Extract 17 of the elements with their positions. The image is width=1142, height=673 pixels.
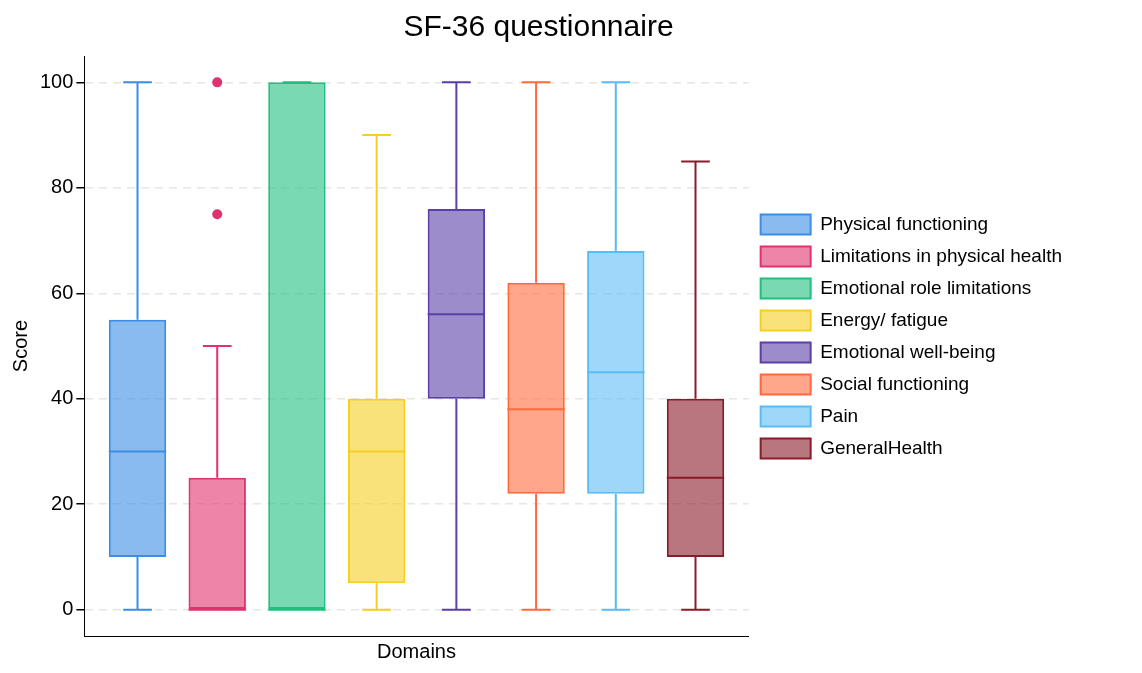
legend-label: Pain — [820, 404, 859, 426]
y-tick-label: 20 — [51, 491, 74, 514]
y-tick-label: 60 — [51, 280, 74, 303]
y-tick-label: 0 — [62, 597, 74, 620]
y-axis-title: Score — [8, 319, 31, 373]
legend-label: Social functioning — [820, 372, 970, 394]
legend-label: Energy/ fatigue — [820, 308, 948, 330]
legend-label: GeneralHealth — [820, 436, 943, 458]
x-axis-title: Domains — [377, 639, 456, 662]
legend-label: Emotional well-being — [820, 340, 996, 362]
y-tick-label: 40 — [51, 386, 74, 409]
y-tick-label: 80 — [51, 175, 74, 198]
legend-label: Limitations in physical health — [820, 244, 1063, 266]
legend-label: Emotional role limitations — [820, 276, 1032, 298]
chart-title: SF-36 questionnaire — [403, 9, 674, 43]
y-tick-label: 100 — [39, 69, 74, 92]
legend-label: Physical functioning — [820, 212, 989, 234]
